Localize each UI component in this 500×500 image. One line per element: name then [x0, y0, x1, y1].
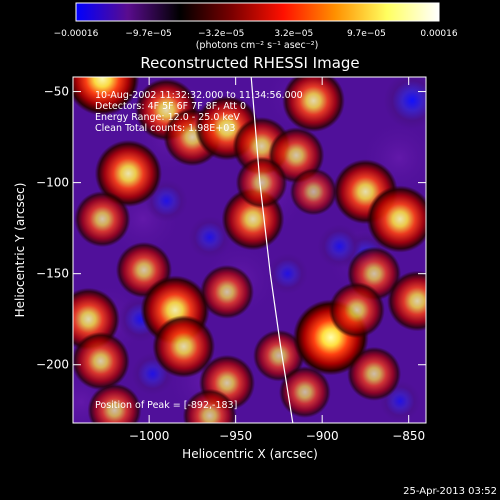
positive-source — [282, 77, 345, 133]
x-tick-label: −950 — [219, 429, 252, 443]
y-tick-label: −150 — [36, 267, 69, 281]
colorbar-tick-label: 3.2e−05 — [274, 29, 313, 39]
colorbar-unit-label: (photons cm⁻² s⁻¹ asec⁻²) — [196, 40, 319, 51]
negative-source — [317, 224, 362, 269]
x-tick-label: −1000 — [129, 429, 170, 443]
negative-source — [383, 77, 426, 130]
positive-source — [94, 139, 162, 208]
annotation-energy-range: Energy Range: 12.0 - 25.0 keV — [95, 112, 240, 123]
colorbar-tick-label: −0.00016 — [54, 29, 99, 39]
positive-source — [387, 270, 426, 332]
negative-source — [188, 216, 231, 259]
chart-title: Reconstructed RHESSI Image — [140, 54, 359, 72]
positive-source — [289, 168, 338, 216]
colorbar-tick-label: −9.7e−05 — [125, 29, 171, 39]
negative-source — [267, 253, 308, 295]
intensity-map — [73, 77, 426, 423]
colorbar-gradient — [76, 3, 439, 21]
colorbar-tick-label: 9.7e−05 — [347, 29, 386, 39]
plot-area — [73, 77, 426, 423]
colorbar-tick-labels: −0.00016 −9.7e−05 −3.2e−05 3.2e−05 9.7e−05 0.… — [54, 29, 458, 39]
positive-source — [152, 315, 216, 378]
positive-source — [73, 77, 140, 116]
solar-limb-curve — [250, 77, 294, 423]
y-tick-label: −100 — [36, 176, 69, 190]
positive-source — [74, 190, 131, 248]
plot-frame — [72, 76, 427, 424]
positive-source — [253, 329, 305, 382]
y-tick-label: −50 — [44, 85, 69, 99]
x-tick-label: −900 — [306, 429, 339, 443]
positive-source — [87, 383, 142, 423]
positive-source — [366, 185, 426, 253]
colorbar-frame — [75, 2, 440, 22]
colorbar: −0.00016 −9.7e−05 −3.2e−05 3.2e−05 9.7e−05 0.… — [54, 2, 458, 51]
y-axis-label: Heliocentric Y (arcsec) — [13, 183, 27, 318]
annotation-detectors: Detectors: 4F 5F 6F 7F 8F, Att 0 — [95, 101, 246, 112]
colorbar-tick-label: 0.00016 — [420, 29, 457, 39]
x-tick-label: −850 — [392, 429, 425, 443]
y-axis: −50 −100 −150 −200 — [36, 85, 426, 372]
positive-source — [328, 281, 385, 339]
peak-position-label: Position of Peak = [-892,-183] — [95, 400, 237, 411]
positive-source — [235, 156, 288, 209]
y-tick-label: −200 — [36, 358, 69, 372]
annotation-time-range: 10-Aug-2002 11:32:32.000 to 11:34:56.000 — [95, 90, 303, 101]
x-axis: −1000 −950 −900 −850 — [129, 77, 425, 443]
colorbar-tick-label: −3.2e−05 — [198, 29, 244, 39]
positive-source — [278, 366, 331, 418]
positive-source — [347, 346, 402, 401]
annotation-block: 10-Aug-2002 11:32:32.000 to 11:34:56.000… — [95, 90, 303, 134]
x-axis-label: Heliocentric X (arcsec) — [182, 447, 318, 461]
annotation-total-counts: Clean Total counts: 1.98E+03 — [95, 123, 235, 134]
positive-source — [182, 388, 237, 423]
positive-source — [73, 331, 130, 391]
positive-source — [200, 264, 255, 319]
date-stamp: 25-Apr-2013 03:52 — [403, 486, 497, 497]
